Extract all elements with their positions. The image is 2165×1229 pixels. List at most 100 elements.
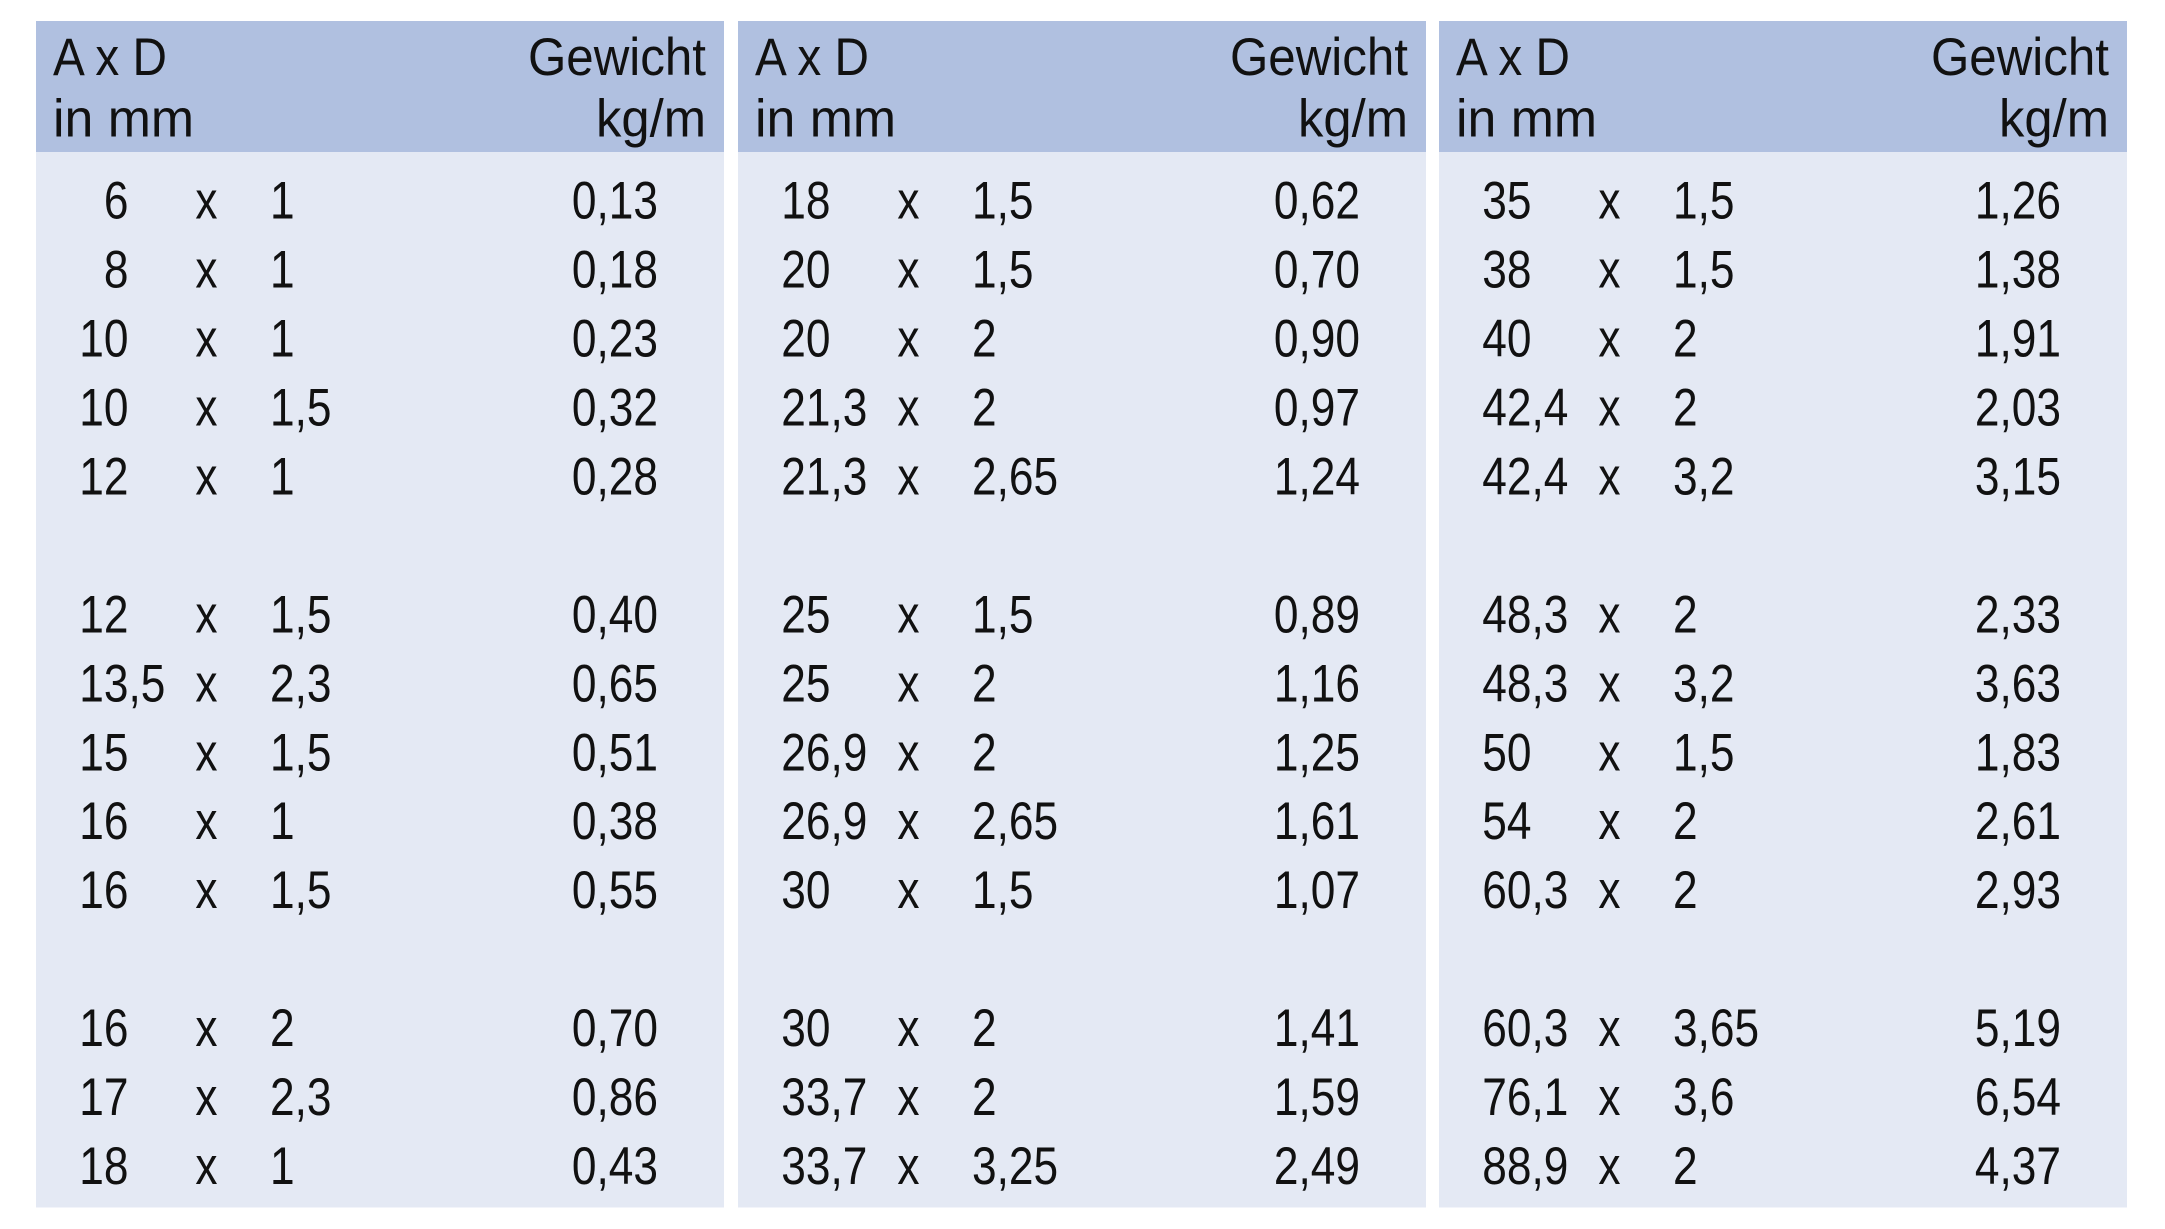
svg-text:x: x xyxy=(1598,448,1620,507)
svg-text:50: 50 xyxy=(1482,724,1531,783)
svg-text:88: 88 xyxy=(1482,1137,1531,1196)
svg-text:Gewicht: Gewicht xyxy=(528,27,706,87)
svg-text:x: x xyxy=(1598,241,1620,300)
svg-text:2: 2 xyxy=(972,310,997,369)
svg-text:0,97: 0,97 xyxy=(1274,379,1360,438)
svg-text:3,2: 3,2 xyxy=(1673,655,1735,714)
svg-text:25: 25 xyxy=(781,586,830,645)
svg-text:x: x xyxy=(1598,862,1620,921)
svg-text:2: 2 xyxy=(1673,862,1698,921)
svg-text:in mm: in mm xyxy=(53,88,194,148)
svg-text:x: x xyxy=(897,448,919,507)
svg-text:40: 40 xyxy=(1482,310,1531,369)
svg-text:x: x xyxy=(897,379,919,438)
svg-text:2: 2 xyxy=(972,379,997,438)
svg-text:17: 17 xyxy=(79,1068,128,1127)
svg-text:42: 42 xyxy=(1482,448,1531,507)
svg-text:0,23: 0,23 xyxy=(572,310,658,369)
svg-text:2: 2 xyxy=(972,1068,997,1127)
svg-text:18: 18 xyxy=(79,1137,128,1196)
svg-text:0,32: 0,32 xyxy=(572,379,658,438)
svg-text:1,91: 1,91 xyxy=(1975,310,2061,369)
svg-text:0,13: 0,13 xyxy=(572,172,658,231)
svg-text:x: x xyxy=(195,241,217,300)
svg-text:1,83: 1,83 xyxy=(1975,724,2061,783)
svg-text:1: 1 xyxy=(270,241,295,300)
svg-text:x: x xyxy=(897,724,919,783)
svg-text:1,5: 1,5 xyxy=(972,586,1034,645)
svg-text:1,5: 1,5 xyxy=(270,379,332,438)
svg-text:x: x xyxy=(195,655,217,714)
svg-text:x: x xyxy=(1598,172,1620,231)
svg-text:x: x xyxy=(195,310,217,369)
svg-text:,3: ,3 xyxy=(1531,862,1568,921)
svg-text:0,70: 0,70 xyxy=(572,999,658,1058)
svg-text:0,86: 0,86 xyxy=(572,1068,658,1127)
svg-text:2,65: 2,65 xyxy=(972,448,1058,507)
svg-text:,7: ,7 xyxy=(830,1068,867,1127)
svg-text:16: 16 xyxy=(79,862,128,921)
svg-text:2: 2 xyxy=(972,999,997,1058)
svg-text:6: 6 xyxy=(104,172,129,231)
svg-text:18: 18 xyxy=(781,172,830,231)
svg-text:2,3: 2,3 xyxy=(270,1068,332,1127)
svg-text:,1: ,1 xyxy=(1531,1068,1568,1127)
svg-text:1,5: 1,5 xyxy=(270,586,332,645)
svg-text:20: 20 xyxy=(781,241,830,300)
svg-text:1: 1 xyxy=(270,1137,295,1196)
svg-text:1: 1 xyxy=(270,793,295,852)
svg-text:x: x xyxy=(1598,999,1620,1058)
svg-text:1,5: 1,5 xyxy=(270,724,332,783)
svg-text:10: 10 xyxy=(79,379,128,438)
svg-text:x: x xyxy=(1598,1068,1620,1127)
svg-text:,3: ,3 xyxy=(1531,655,1568,714)
svg-text:33: 33 xyxy=(781,1137,830,1196)
svg-text:,5: ,5 xyxy=(128,655,165,714)
svg-text:3,2: 3,2 xyxy=(1673,448,1735,507)
svg-text:60: 60 xyxy=(1482,862,1531,921)
svg-text:x: x xyxy=(897,1137,919,1196)
svg-text:,4: ,4 xyxy=(1531,379,1568,438)
svg-text:1,5: 1,5 xyxy=(1673,172,1735,231)
svg-text:3,63: 3,63 xyxy=(1975,655,2061,714)
svg-text:1,5: 1,5 xyxy=(270,862,332,921)
svg-text:1,61: 1,61 xyxy=(1274,793,1360,852)
svg-text:,3: ,3 xyxy=(830,379,867,438)
svg-text:,9: ,9 xyxy=(830,724,867,783)
svg-text:,4: ,4 xyxy=(1531,448,1568,507)
svg-text:in mm: in mm xyxy=(755,88,896,148)
svg-text:x: x xyxy=(195,1137,217,1196)
svg-text:35: 35 xyxy=(1482,172,1531,231)
svg-text:A x D: A x D xyxy=(53,27,167,87)
svg-text:0,62: 0,62 xyxy=(1274,172,1360,231)
svg-text:8: 8 xyxy=(104,241,129,300)
svg-text:2: 2 xyxy=(1673,379,1698,438)
svg-text:25: 25 xyxy=(781,655,830,714)
svg-text:x: x xyxy=(1598,1137,1620,1196)
svg-text:x: x xyxy=(1598,724,1620,783)
svg-text:x: x xyxy=(897,310,919,369)
svg-text:x: x xyxy=(897,862,919,921)
svg-text:38: 38 xyxy=(1482,241,1531,300)
svg-text:,7: ,7 xyxy=(830,1137,867,1196)
svg-text:A x D: A x D xyxy=(755,27,869,87)
svg-text:2: 2 xyxy=(270,999,295,1058)
svg-text:kg/m: kg/m xyxy=(1298,88,1408,148)
svg-text:x: x xyxy=(195,1068,217,1127)
svg-text:x: x xyxy=(897,999,919,1058)
svg-text:2: 2 xyxy=(1673,310,1698,369)
svg-text:0,65: 0,65 xyxy=(572,655,658,714)
svg-text:x: x xyxy=(897,586,919,645)
svg-text:33: 33 xyxy=(781,1068,830,1127)
svg-text:kg/m: kg/m xyxy=(596,88,706,148)
svg-text:21: 21 xyxy=(781,448,830,507)
svg-text:3,25: 3,25 xyxy=(972,1137,1058,1196)
svg-text:1,38: 1,38 xyxy=(1975,241,2061,300)
svg-text:12: 12 xyxy=(79,448,128,507)
svg-text:,3: ,3 xyxy=(1531,999,1568,1058)
svg-text:1,5: 1,5 xyxy=(972,862,1034,921)
svg-text:2: 2 xyxy=(1673,586,1698,645)
svg-text:,9: ,9 xyxy=(830,793,867,852)
svg-text:Gewicht: Gewicht xyxy=(1931,27,2109,87)
svg-text:1,24: 1,24 xyxy=(1274,448,1360,507)
